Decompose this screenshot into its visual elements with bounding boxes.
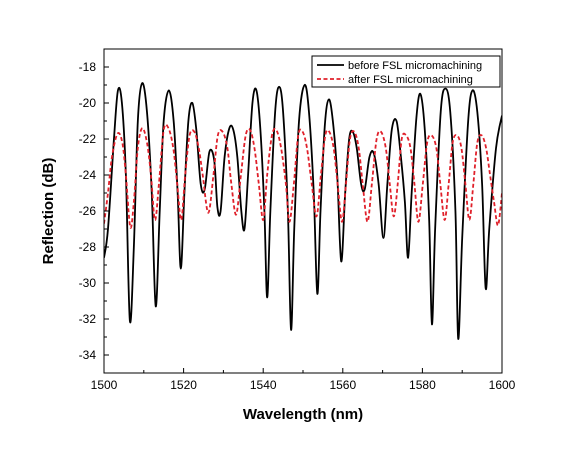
x-tick-label: 1540	[250, 378, 277, 392]
x-tick-label: 1520	[170, 378, 197, 392]
legend-label: before FSL micromachining	[348, 60, 482, 72]
x-tick-label: 1560	[329, 378, 356, 392]
legend-label: after FSL micromachining	[348, 74, 473, 86]
y-tick-label: -18	[79, 60, 97, 74]
y-tick-label: -24	[79, 168, 97, 182]
series-line-after	[104, 123, 502, 229]
series-layer	[104, 82, 502, 340]
legend-box	[311, 55, 501, 88]
y-tick-label: -22	[79, 132, 97, 146]
y-tick-label: -26	[79, 204, 97, 218]
y-tick-label: -34	[79, 348, 97, 362]
series-line-before	[104, 82, 502, 340]
y-tick-label: -32	[79, 312, 97, 326]
y-tick-label: -28	[79, 240, 97, 254]
x-axis: 1500 1520 1540 1560 1580 1600	[91, 368, 516, 392]
x-tick-label: 1580	[409, 378, 436, 392]
y-axis: -34 -32 -30 -28 -26 -24 -22 -20 -18	[79, 48, 109, 374]
y-tick-label: -30	[79, 276, 97, 290]
x-tick-label: 1500	[91, 378, 118, 392]
legend: before FSL micromachining after FSL micro…	[311, 55, 501, 88]
y-tick-label: -20	[79, 96, 97, 110]
y-axis-title: Reflection (dB)	[40, 158, 57, 265]
x-tick-label: 1600	[489, 378, 516, 392]
x-axis-title: Wavelength (nm)	[243, 406, 363, 423]
